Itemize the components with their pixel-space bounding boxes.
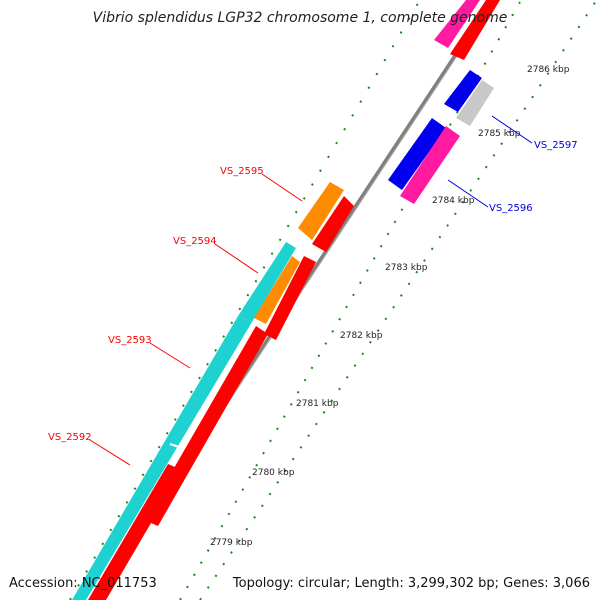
cds-vs-2593[interactable]	[144, 326, 268, 526]
gene-label-vs-2594[interactable]: VS_2594	[173, 236, 217, 247]
cds-vs-2595[interactable]	[298, 182, 344, 240]
cds-vs-2592-outer[interactable]	[72, 316, 252, 600]
accession-text: Accession: NC_011753	[9, 576, 157, 591]
tick-label: 2783 kbp	[385, 263, 428, 273]
cds-top-pink[interactable]	[434, 0, 480, 48]
cds-vs-2597-blue[interactable]	[444, 70, 482, 112]
guide-dots-left	[69, 0, 421, 600]
cds-vs-2596-blue[interactable]	[388, 118, 446, 190]
cds-top-red[interactable]	[450, 0, 500, 60]
gene-label-vs-2597[interactable]: VS_2597	[534, 140, 578, 151]
cds-vs-2593-outer[interactable]	[238, 242, 296, 322]
cds-vs-2594-inner[interactable]	[264, 256, 316, 340]
cds-vs-2596-pink[interactable]	[400, 126, 460, 204]
genome-summary-text: Topology: circular; Length: 3,299,302 bp…	[232, 576, 590, 591]
gene-label-vs-2593[interactable]: VS_2593	[108, 335, 152, 346]
tick-label: 2779 kbp	[210, 538, 253, 548]
tick-label: 2782 kbp	[340, 331, 383, 341]
cds-vs-2594[interactable]	[254, 256, 300, 324]
cds-vs-2597-gray[interactable]	[456, 80, 494, 126]
tick-label: 2780 kbp	[252, 468, 295, 478]
cds-vs-2595-inner[interactable]	[312, 196, 354, 252]
gene-label-vs-2596[interactable]: VS_2596	[489, 203, 533, 214]
gene-label-vs-2595[interactable]: VS_2595	[220, 166, 264, 177]
gene-label-vs-2592[interactable]: VS_2592	[48, 432, 92, 443]
tick-label: 2785 kbp	[478, 129, 521, 139]
tick-label: 2781 kbp	[296, 399, 339, 409]
map-title: Vibrio splendidus LGP32 chromosome 1, co…	[93, 10, 508, 26]
tick-label: 2784 kbp	[432, 196, 475, 206]
tick-label: 2786 kbp	[527, 65, 570, 75]
